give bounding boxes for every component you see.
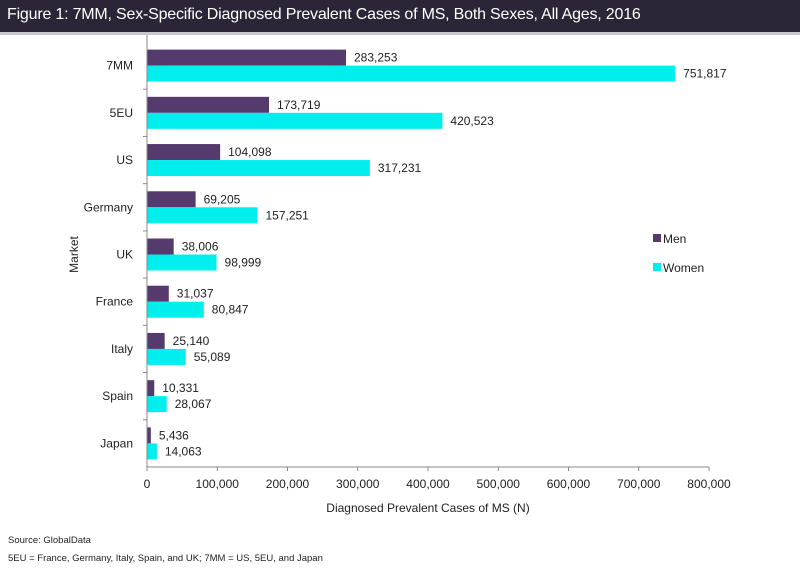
bar-men	[147, 238, 174, 255]
bar-men	[147, 332, 165, 349]
bar-women	[147, 254, 217, 271]
bar-women	[147, 348, 186, 365]
data-label-men: 38,006	[182, 240, 219, 254]
legend-label-men: Men	[663, 232, 686, 246]
bar-women	[147, 112, 443, 129]
x-tick-label: 400,000	[406, 477, 450, 491]
x-tick-label: 200,000	[266, 477, 310, 491]
legend-swatch-women	[653, 263, 661, 271]
category-label: US	[116, 153, 133, 167]
data-label-men: 10,331	[162, 381, 199, 395]
data-label-women: 28,067	[175, 397, 212, 411]
category-label: France	[96, 295, 134, 309]
data-label-men: 104,098	[228, 145, 272, 159]
data-label-women: 98,999	[225, 256, 262, 270]
bar-women	[147, 396, 167, 413]
data-label-men: 283,253	[354, 51, 398, 65]
bar-women	[147, 160, 370, 177]
x-tick-label: 700,000	[617, 477, 661, 491]
data-label-men: 25,140	[173, 334, 210, 348]
data-label-women: 80,847	[212, 303, 249, 317]
data-label-women: 420,523	[450, 114, 494, 128]
category-label: Germany	[84, 200, 133, 214]
source-note: Source: GlobalData	[8, 535, 91, 546]
data-label-men: 69,205	[204, 192, 241, 206]
bar-men	[147, 380, 155, 397]
x-tick-label: 300,000	[336, 477, 380, 491]
bar-men	[147, 96, 270, 113]
bar-chart: 7MM 283,253 751,817 5EU 173,719 420,523 US 104,…	[67, 35, 731, 515]
legend-label-women: Women	[663, 261, 704, 275]
category-label: Japan	[100, 436, 133, 450]
data-label-men: 5,436	[159, 428, 189, 442]
category-label: Italy	[111, 342, 133, 356]
data-label-women: 317,231	[378, 161, 422, 175]
data-label-men: 173,719	[277, 98, 321, 112]
bar-men	[147, 144, 221, 161]
bar-men	[147, 191, 196, 208]
x-tick-label: 600,000	[547, 477, 591, 491]
legend-swatch-men	[653, 234, 661, 242]
x-axis-title: Diagnosed Prevalent Cases of MS (N)	[326, 501, 529, 515]
x-tick-label: 500,000	[477, 477, 521, 491]
category-label: UK	[116, 248, 133, 262]
figure-title-bar: Figure 1: 7MM, Sex-Specific Diagnosed Pr…	[0, 0, 800, 35]
category-label: 7MM	[106, 59, 133, 73]
definitions-note: 5EU = France, Germany, Italy, Spain, and…	[8, 553, 323, 564]
bar-women	[147, 443, 157, 460]
x-tick-label: 100,000	[196, 477, 240, 491]
bar-women	[147, 207, 258, 224]
x-tick-label: 800,000	[687, 477, 731, 491]
figure-title: Figure 1: 7MM, Sex-Specific Diagnosed Pr…	[7, 6, 641, 23]
bar-women	[147, 65, 676, 82]
category-label: 5EU	[110, 106, 133, 120]
data-label-women: 157,251	[265, 208, 309, 222]
bar-men	[147, 49, 346, 66]
bar-men	[147, 427, 151, 444]
bar-women	[147, 301, 204, 318]
data-label-women: 751,817	[683, 67, 727, 81]
data-label-men: 31,037	[177, 287, 214, 301]
y-axis-title: Market	[67, 236, 81, 273]
category-label: Spain	[102, 389, 133, 403]
x-tick-label: 0	[144, 477, 151, 491]
data-label-women: 55,089	[194, 350, 231, 364]
data-label-women: 14,063	[165, 444, 202, 458]
bar-men	[147, 285, 169, 302]
